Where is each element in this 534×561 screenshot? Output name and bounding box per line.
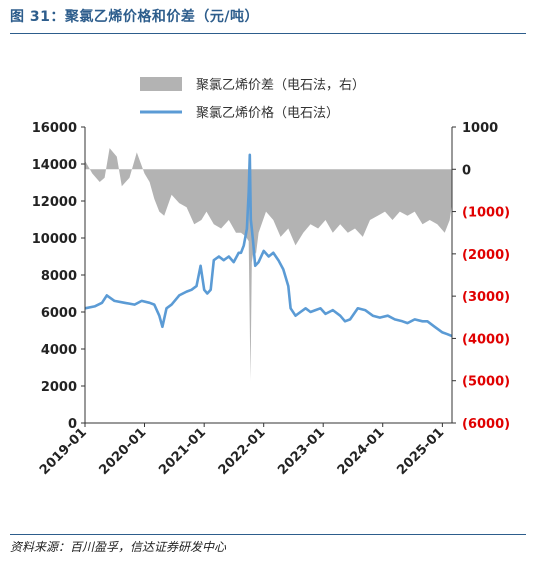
left-tick-label: 14000 [32,158,77,173]
legend-swatch-spread [140,77,182,91]
source-note: 资料来源：百川盈孚，信达证券研发中心 [10,540,227,554]
legend-label-spread: 聚氯乙烯价差（电石法，右） [196,78,365,93]
left-tick-label: 8000 [41,269,77,284]
figure-title: 图 31：聚氯乙烯价格和价差（元/吨） [10,9,259,25]
x-tick-label: 2021-01 [156,425,209,478]
left-tick-label: 6000 [41,306,77,321]
x-tick-label: 2019-01 [37,425,90,478]
right-tick-label: (5000) [462,375,510,390]
chart-legend: 聚氯乙烯价差（电石法，右） 聚氯乙烯价格（电石法） [140,77,365,121]
x-tick-label: 2020-01 [97,425,150,478]
spread-area [85,148,452,381]
price-line [84,153,453,338]
right-tick-label: 0 [462,163,471,178]
legend-label-price: 聚氯乙烯价格（电石法） [196,105,339,121]
x-tick-label: 2024-01 [335,425,388,478]
source-rule [10,534,526,535]
x-tick-label: 2022-01 [216,425,269,478]
right-tick-label: (3000) [462,290,510,305]
title-rule [10,33,526,34]
price-line-layer [84,153,453,338]
spread-area-layer [85,148,452,381]
right-tick-label: (4000) [462,332,510,347]
left-tick-label: 0 [68,417,77,432]
right-tick-label: (6000) [462,417,510,432]
right-tick-label: (1000) [462,206,510,221]
pvc-price-spread-chart: 聚氯乙烯价差（电石法，右） 聚氯乙烯价格（电石法） 0 2000 4000 6000 8… [32,77,510,478]
left-tick-label: 12000 [32,195,77,210]
right-tick-label: 1000 [462,121,498,136]
left-tick-label: 10000 [32,232,77,247]
left-tick-label: 4000 [41,343,77,358]
x-tick-label: 2023-01 [275,425,328,478]
right-tick-label: (2000) [462,248,510,263]
x-tick-label: 2025-01 [394,425,447,478]
left-tick-label: 16000 [32,121,77,136]
left-tick-label: 2000 [41,380,77,395]
